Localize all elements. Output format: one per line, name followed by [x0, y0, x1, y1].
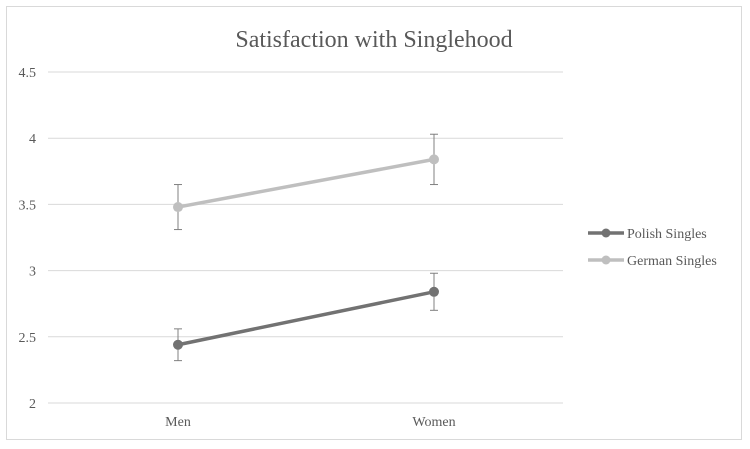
x-tick-label: Men — [165, 415, 191, 430]
x-axis-tick-labels: Men Women — [165, 415, 455, 430]
legend-item: German Singles — [588, 254, 717, 269]
y-tick-label: 2.5 — [19, 331, 37, 346]
legend-marker — [601, 255, 611, 265]
legend-label: German Singles — [627, 254, 717, 269]
series-layer — [173, 133, 439, 362]
series-german-singles — [173, 133, 439, 231]
y-tick-label: 2 — [29, 397, 36, 412]
y-tick-label: 3.5 — [19, 198, 37, 213]
data-point — [173, 202, 183, 213]
x-tick-label: Women — [412, 415, 455, 430]
data-point — [429, 286, 439, 297]
gridlines — [48, 71, 563, 404]
data-point — [429, 154, 439, 165]
y-tick-label: 3 — [29, 265, 36, 280]
chart-area — [6, 6, 742, 440]
legend: Polish Singles German Singles — [588, 227, 717, 269]
y-tick-label: 4 — [29, 132, 36, 147]
series-line — [177, 157, 435, 209]
series-line — [177, 290, 435, 347]
legend-item: Polish Singles — [588, 227, 707, 242]
data-point — [173, 339, 183, 350]
y-tick-label: 4.5 — [19, 66, 37, 81]
legend-label: Polish Singles — [627, 227, 707, 242]
y-axis-tick-labels: 2 2.5 3 3.5 4 4.5 — [19, 66, 37, 412]
series-polish-singles — [173, 272, 439, 362]
chart-title: Satisfaction with Singlehood — [235, 27, 512, 53]
legend-marker — [601, 228, 611, 238]
